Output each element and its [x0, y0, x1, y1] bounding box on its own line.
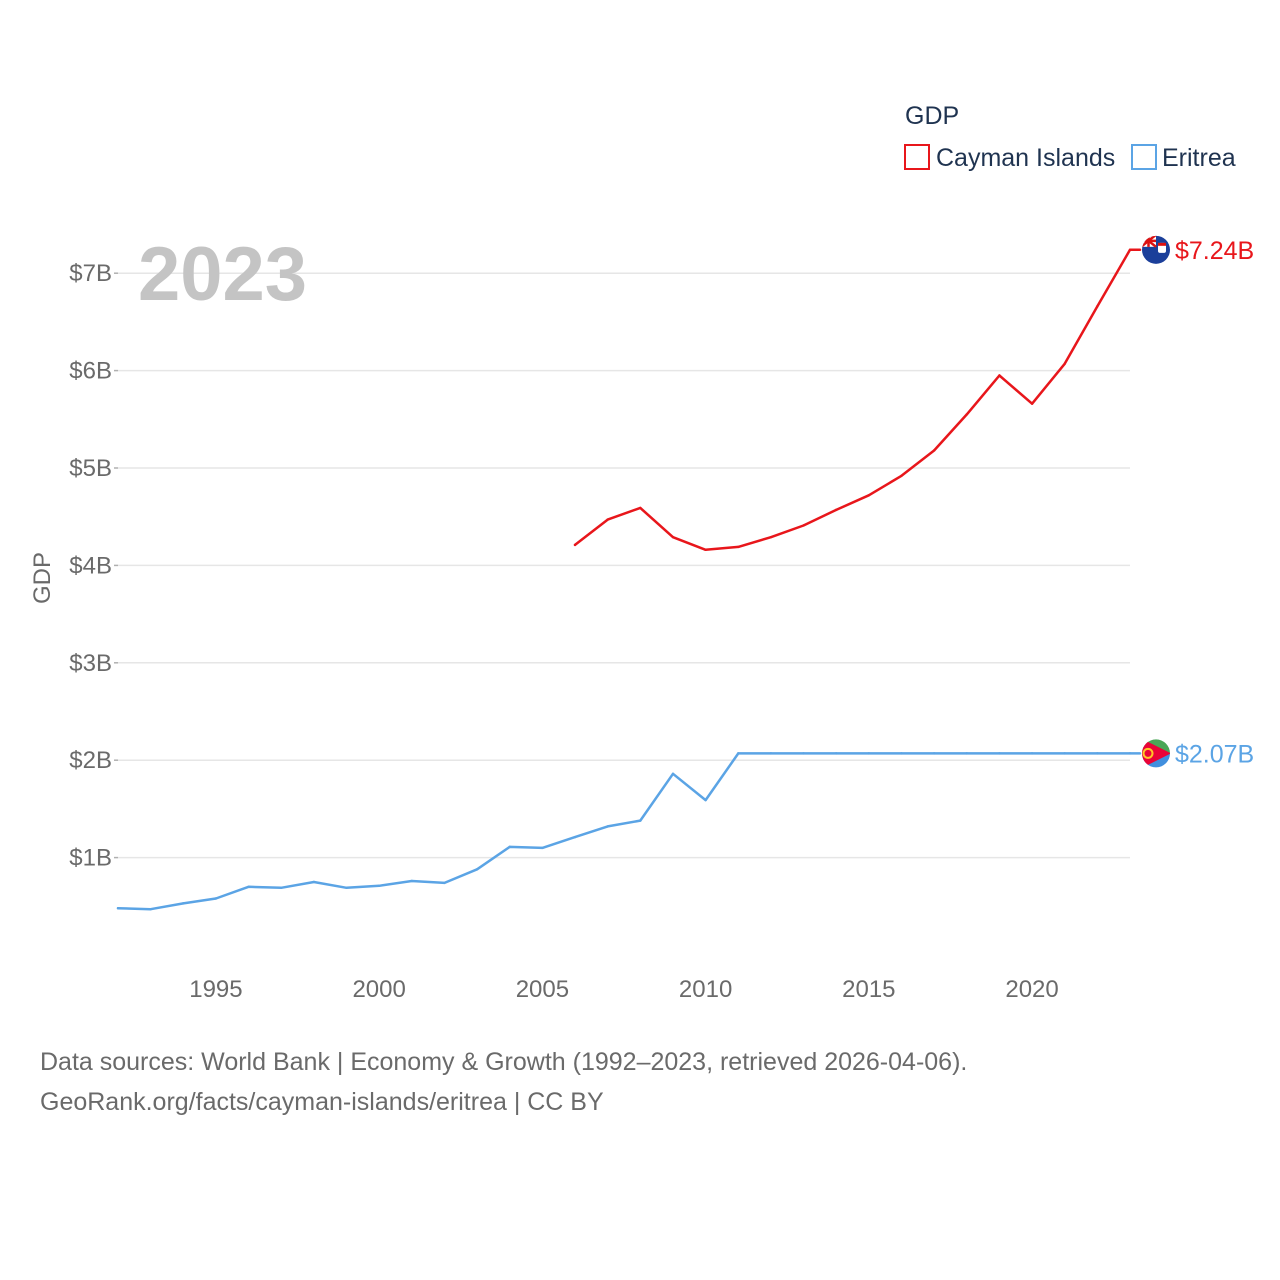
x-tick-label: 1995: [189, 976, 242, 1003]
data-point-cayman-islands: [965, 413, 968, 416]
data-point-cayman-islands: [769, 535, 773, 539]
data-point-cayman-islands: [834, 508, 838, 512]
data-point-eritrea: [671, 772, 675, 776]
data-point-cayman-islands: [900, 474, 903, 477]
data-point-eritrea: [377, 884, 381, 888]
data-point-eritrea: [280, 886, 283, 889]
data-point-eritrea: [1128, 752, 1132, 755]
source-footer: Data sources: World Bank | Economy & Gro…: [40, 1042, 967, 1122]
data-point-eritrea: [475, 868, 479, 871]
y-tick-label: $1B: [69, 845, 112, 872]
data-point-cayman-islands: [639, 506, 642, 510]
data-point-eritrea: [573, 835, 577, 839]
data-point-cayman-islands: [573, 543, 577, 547]
data-point-eritrea: [867, 752, 871, 755]
data-point-eritrea: [410, 879, 414, 883]
year-watermark: 2023: [138, 232, 307, 317]
data-point-eritrea: [704, 798, 707, 802]
data-point-eritrea: [214, 897, 218, 900]
data-point-eritrea: [639, 819, 642, 822]
data-point-cayman-islands: [932, 449, 936, 452]
y-tick-label: $5B: [69, 455, 112, 482]
legend-item-cayman-islands[interactable]: Cayman Islands: [904, 144, 1115, 172]
data-point-eritrea: [769, 752, 773, 755]
attribution-link[interactable]: GeoRank.org/facts/cayman-islands/eritrea…: [40, 1088, 604, 1116]
data-point-eritrea: [834, 752, 838, 755]
data-point-eritrea: [932, 752, 936, 755]
end-value-label-cayman-islands: $7.24B: [1175, 237, 1254, 265]
x-tick-label: 2000: [352, 976, 405, 1003]
data-point-eritrea: [508, 845, 511, 849]
legend-title: GDP: [905, 102, 959, 130]
legend-swatch-eritrea: [1131, 144, 1157, 170]
y-axis-title: GDP: [29, 552, 56, 604]
data-point-eritrea: [965, 752, 968, 755]
data-point-eritrea: [606, 825, 609, 828]
data-point-eritrea: [182, 902, 185, 905]
data-point-cayman-islands: [606, 518, 609, 521]
data-point-cayman-islands: [671, 535, 675, 539]
legend-label-eritrea: Eritrea: [1162, 144, 1236, 172]
legend-item-eritrea[interactable]: Eritrea: [1131, 144, 1236, 172]
data-point-cayman-islands: [802, 524, 805, 527]
flag-olive-wreath: [1142, 747, 1154, 759]
flag-red-triangle: [1142, 739, 1170, 768]
data-point-eritrea: [998, 752, 1001, 755]
data-point-cayman-islands: [737, 545, 740, 549]
data-point-cayman-islands: [1063, 362, 1066, 365]
data-point-eritrea: [443, 881, 446, 885]
y-tick-label: $7B: [69, 260, 112, 287]
data-point-eritrea: [1063, 752, 1066, 755]
gdp-line-chart: 2023 $1B $2B $3B $4B $5B $6B $7B 1995 2000 2005 2…: [29, 102, 1254, 1003]
series-line-cayman-islands: [573, 248, 1142, 552]
eritrea-flag-icon: [1142, 739, 1170, 768]
data-point-cayman-islands: [867, 494, 871, 497]
x-tick-label: 2010: [679, 976, 732, 1003]
data-point-cayman-islands: [998, 374, 1001, 377]
data-point-eritrea: [345, 886, 348, 889]
data-point-eritrea: [1030, 752, 1034, 755]
cayman-islands-flag-icon: [1142, 235, 1170, 264]
y-tick-label: $6B: [69, 358, 112, 385]
y-tick-label: $3B: [69, 650, 112, 677]
legend: GDP Cayman Islands Eritrea: [904, 102, 1236, 172]
x-tick-label: 2005: [516, 976, 569, 1003]
data-point-cayman-islands: [704, 548, 707, 552]
series-line-eritrea: [116, 752, 1142, 911]
x-tick-label: 2020: [1005, 976, 1058, 1003]
data-point-eritrea: [116, 907, 120, 910]
data-point-eritrea: [149, 908, 152, 911]
data-point-cayman-islands: [1096, 305, 1099, 308]
data-point-eritrea: [737, 752, 740, 755]
data-point-eritrea: [312, 880, 316, 884]
data-point-eritrea: [802, 752, 805, 755]
data-point-cayman-islands: [1030, 402, 1034, 405]
y-tick-label: $4B: [69, 552, 112, 579]
data-sources-text: Data sources: World Bank | Economy & Gro…: [40, 1048, 968, 1076]
legend-label-cayman-islands: Cayman Islands: [936, 144, 1115, 172]
legend-swatch-cayman-islands: [904, 144, 930, 170]
data-point-eritrea: [541, 846, 544, 850]
flag-shield-top: [1158, 242, 1166, 246]
data-point-eritrea: [900, 752, 903, 755]
data-point-eritrea: [247, 885, 250, 889]
x-tick-label: 2015: [842, 976, 895, 1003]
data-point-cayman-islands: [1128, 248, 1132, 252]
end-value-label-eritrea: $2.07B: [1175, 740, 1254, 768]
y-tick-label: $2B: [69, 747, 112, 774]
data-point-eritrea: [1096, 752, 1099, 755]
